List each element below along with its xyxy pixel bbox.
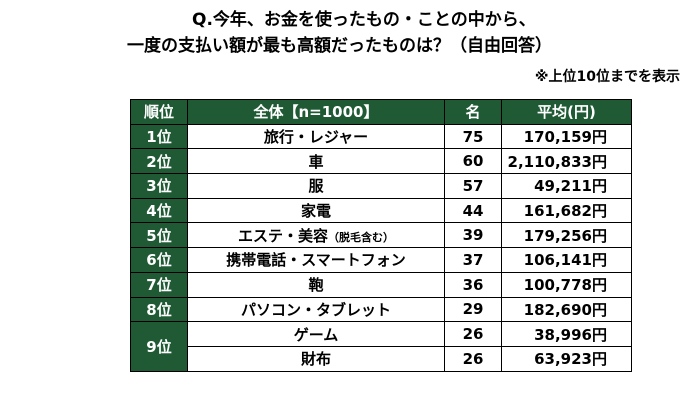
table-row: 5位 エステ・美容（脱毛含む） 39 179,256円 bbox=[130, 222, 632, 249]
table-row: 9位 ゲーム 26 38,996円 bbox=[130, 321, 632, 372]
rank-cell: 2位 bbox=[130, 148, 188, 175]
average-cell: 63,923円 bbox=[501, 345, 632, 372]
title-line-2: 一度の支払い額が最も高額だったものは？（自由回答） bbox=[127, 36, 552, 56]
table-header-row: 順位 全体【n=1000】 名 平均(円) bbox=[130, 99, 632, 125]
table-row: 1位 旅行・レジャー 75 170,159円 bbox=[130, 123, 632, 150]
header-count: 名 bbox=[444, 99, 502, 125]
table-row: 4位 家電 44 161,682円 bbox=[130, 197, 632, 224]
table-row: 財布 26 63,923円 bbox=[131, 345, 632, 372]
average-cell: 106,141円 bbox=[501, 247, 632, 273]
item-cell: 家電 bbox=[187, 197, 445, 224]
count-cell: 36 bbox=[444, 271, 502, 298]
average-cell: 100,778円 bbox=[501, 271, 632, 298]
rank-cell: 9位 bbox=[130, 321, 188, 372]
table-row: 8位 パソコン・タブレット 29 182,690円 bbox=[130, 296, 632, 323]
item-cell: エステ・美容（脱毛含む） bbox=[187, 222, 445, 249]
item-cell: 旅行・レジャー bbox=[187, 123, 445, 150]
average-cell: 179,256円 bbox=[501, 222, 632, 249]
count-cell: 26 bbox=[444, 321, 502, 347]
count-cell: 57 bbox=[444, 173, 502, 199]
header-item: 全体【n=1000】 bbox=[187, 99, 445, 125]
rank-cell: 1位 bbox=[130, 123, 188, 150]
table-row: 7位 鞄 36 100,778円 bbox=[130, 271, 632, 298]
rank-cell: 4位 bbox=[130, 197, 188, 224]
table-row: 6位 携帯電話・スマートフォン 37 106,141円 bbox=[130, 247, 632, 273]
count-cell: 44 bbox=[444, 197, 502, 224]
item-cell: 財布 bbox=[187, 345, 445, 372]
rank-cell: 5位 bbox=[130, 222, 188, 249]
table-note: ※上位10位までを表示 bbox=[534, 69, 680, 85]
rank-cell: 6位 bbox=[130, 247, 188, 273]
table-row: 2位 車 60 2,110,833円 bbox=[130, 148, 632, 175]
table-row: 3位 服 57 49,211円 bbox=[130, 173, 632, 199]
average-cell: 49,211円 bbox=[501, 173, 632, 199]
average-cell: 170,159円 bbox=[501, 123, 632, 150]
item-cell: 携帯電話・スマートフォン bbox=[187, 247, 445, 273]
header-rank: 順位 bbox=[130, 99, 188, 125]
count-cell: 26 bbox=[444, 345, 502, 372]
rank-cell: 8位 bbox=[130, 296, 188, 323]
average-cell: 182,690円 bbox=[501, 296, 632, 323]
item-note: （脱毛含む） bbox=[328, 230, 394, 244]
count-cell: 37 bbox=[444, 247, 502, 273]
count-cell: 39 bbox=[444, 222, 502, 249]
average-cell: 2,110,833円 bbox=[501, 148, 632, 175]
item-cell: 服 bbox=[187, 173, 445, 199]
rank-cell: 3位 bbox=[130, 173, 188, 199]
average-cell: 161,682円 bbox=[501, 197, 632, 224]
count-cell: 60 bbox=[444, 148, 502, 175]
item-cell: パソコン・タブレット bbox=[187, 296, 445, 323]
count-cell: 29 bbox=[444, 296, 502, 323]
average-cell: 38,996円 bbox=[501, 321, 632, 347]
item-cell: 鞄 bbox=[187, 271, 445, 298]
header-average: 平均(円) bbox=[501, 99, 632, 125]
item-cell: ゲーム bbox=[187, 321, 445, 347]
title-line-1: Q.今年、お金を使ったもの・ことの中から、 bbox=[192, 10, 536, 30]
item-label: エステ・美容 bbox=[237, 226, 328, 245]
count-cell: 75 bbox=[444, 123, 502, 150]
rank-cell: 7位 bbox=[130, 271, 188, 298]
ranking-table: 順位 全体【n=1000】 名 平均(円) 1位 旅行・レジャー 75 170,… bbox=[130, 99, 632, 372]
item-cell: 車 bbox=[187, 148, 445, 175]
